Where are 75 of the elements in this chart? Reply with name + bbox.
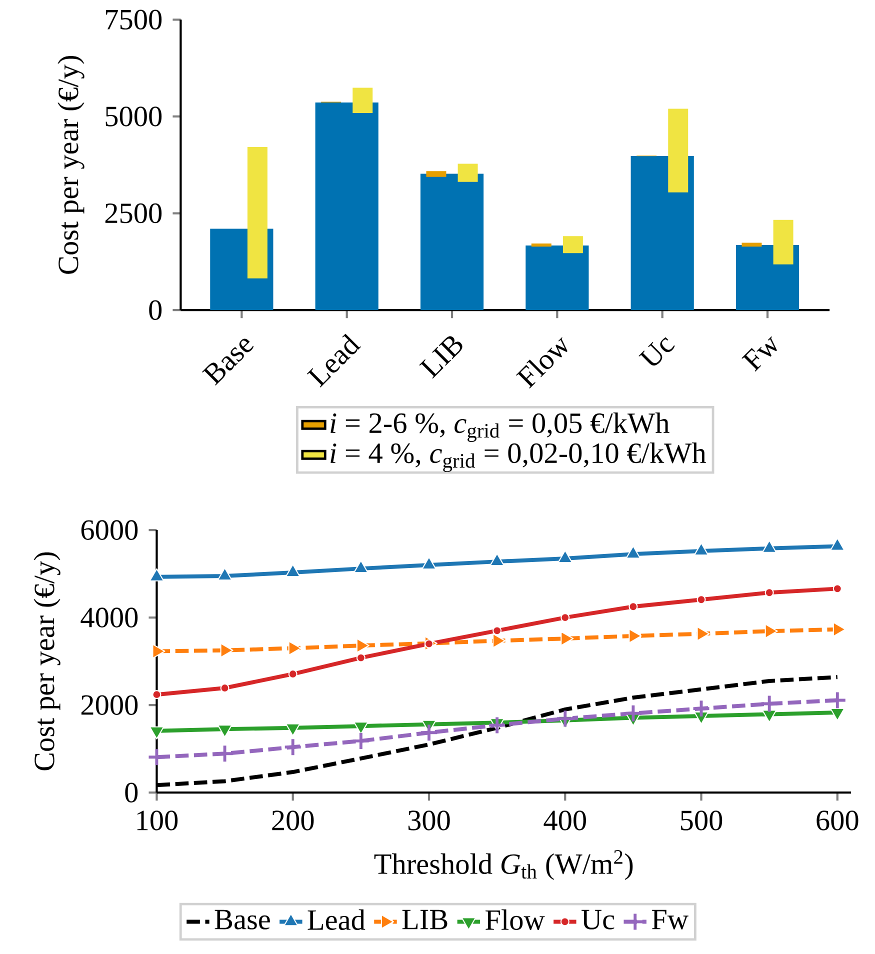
x-tick-label: Base (202, 338, 254, 386)
y-tick-label: 4000 (80, 608, 138, 628)
legend-label: i = 2-6 %, c$_{grid}$ = 0,05 €/kWh (330, 412, 670, 442)
point (762, 710, 777, 723)
point (830, 708, 845, 722)
y-tick-label: 6000 (81, 520, 138, 540)
bar (630, 156, 694, 310)
legend-label: Uc (581, 910, 614, 930)
bar (315, 102, 378, 310)
point (555, 709, 574, 728)
point (830, 538, 845, 551)
point (832, 584, 842, 594)
point (149, 568, 164, 582)
legend-label: Flow (485, 909, 545, 930)
y-tick-label: 0 (124, 782, 138, 802)
point (356, 653, 366, 662)
bar (562, 236, 583, 254)
bar (420, 174, 484, 310)
x-tick-label: 300 (408, 810, 450, 830)
legend-label: Base (214, 910, 270, 930)
point (692, 699, 710, 718)
legend-label: LIB (402, 910, 447, 930)
point (489, 553, 504, 566)
point (696, 595, 706, 604)
point (626, 546, 640, 559)
x-axis-title: Threshold G$_{th}$ (W/m$^{2}$) (374, 850, 632, 880)
x-tick-label: Fw (741, 336, 777, 372)
bar (458, 164, 478, 182)
x-tick-label: LIB (419, 336, 462, 379)
point (628, 602, 638, 612)
y-tick-label: 2500 (105, 203, 162, 224)
legend-label: Fw (652, 910, 688, 930)
point (764, 588, 774, 598)
point (694, 542, 708, 556)
point (149, 726, 164, 740)
point (419, 723, 438, 742)
bar (773, 220, 794, 264)
point (492, 626, 502, 636)
point (487, 716, 506, 735)
point (762, 540, 777, 553)
x-tick-label: 400 (544, 810, 586, 830)
bar (426, 171, 446, 177)
bar (531, 244, 552, 247)
point (828, 690, 847, 710)
y-axis-title: Cost per year (€/y) (33, 552, 60, 770)
point (152, 690, 162, 700)
point (285, 723, 300, 736)
x-tick-label: 200 (272, 810, 314, 830)
point (624, 704, 642, 723)
x-tick-label: 100 (137, 810, 178, 830)
y-tick-label: 7500 (106, 10, 162, 30)
point (217, 724, 232, 738)
legend-label: Lead (308, 909, 365, 930)
bar (247, 147, 268, 278)
y-tick-label: 0 (148, 300, 162, 320)
point (217, 567, 232, 581)
y-axis-title: Cost per year (€/y) (57, 56, 84, 274)
point (288, 669, 298, 679)
point (220, 683, 230, 693)
bar (525, 245, 588, 310)
bar (352, 88, 372, 113)
x-tick-label: 500 (680, 810, 722, 830)
point (421, 556, 436, 570)
bar (742, 242, 762, 247)
point (557, 550, 572, 564)
legend-label: i = 4 %, c$_{grid}$ = 0,02-0,10 €/kWh (330, 442, 706, 472)
point (285, 564, 300, 578)
point (760, 694, 779, 714)
y-tick-label: 5000 (106, 106, 162, 126)
x-tick-label: Uc (638, 337, 674, 366)
point (353, 560, 368, 574)
point (353, 722, 368, 735)
y-tick-label: 2000 (81, 695, 138, 715)
x-tick-label: 600 (816, 810, 858, 830)
bar (668, 108, 688, 192)
